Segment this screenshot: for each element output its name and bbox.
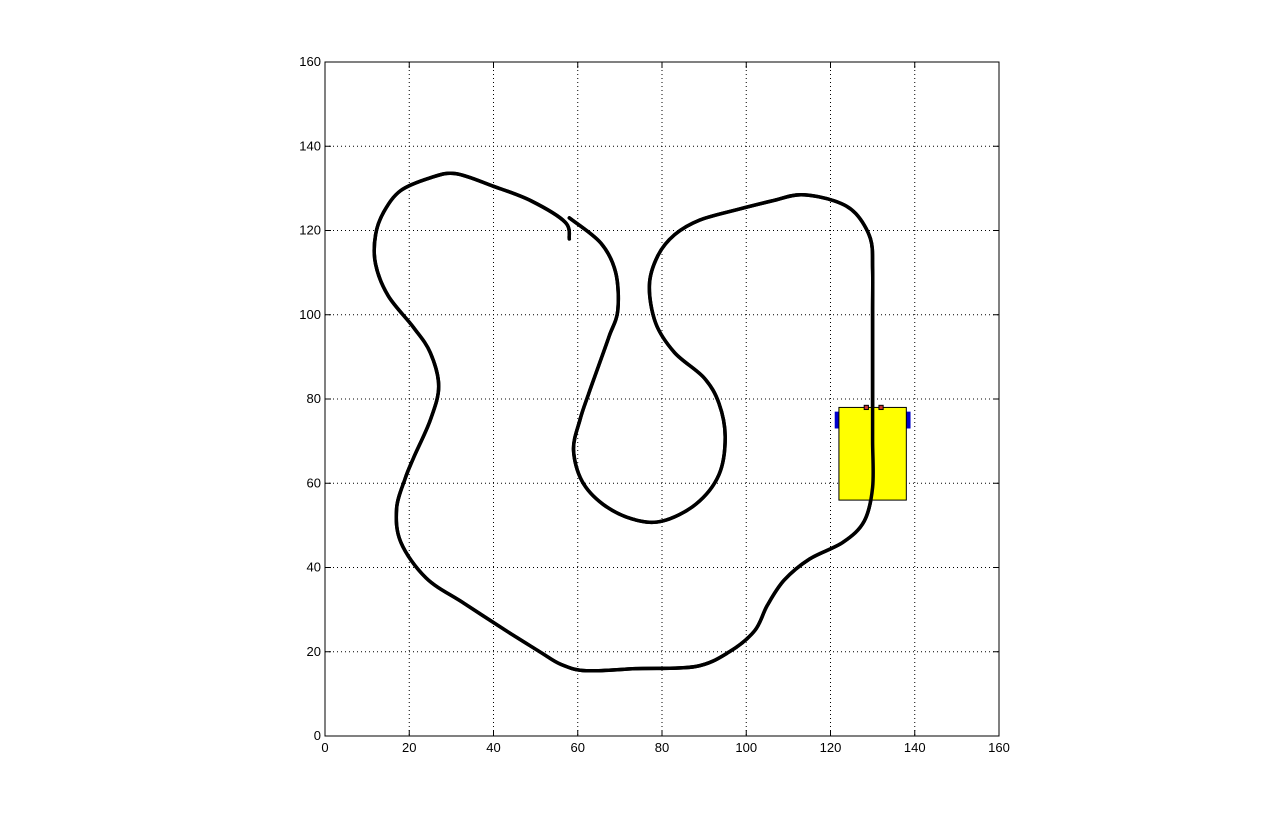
track-overlay-line-0: [372, 171, 875, 673]
vehicle-sensor-1: [878, 404, 884, 411]
vehicle-sensor-0: [863, 404, 869, 411]
y-tick-label-80: 80: [307, 391, 321, 406]
vehicle-wheel-0: [834, 411, 839, 429]
x-tick-label-120: 120: [820, 740, 842, 755]
grid: [325, 62, 999, 736]
x-tick-label-0: 0: [321, 740, 328, 755]
vehicle-wheel-1: [906, 411, 911, 429]
vehicle: [372, 171, 911, 673]
x-tick-label-60: 60: [571, 740, 585, 755]
y-tick-label-160: 160: [299, 54, 321, 69]
x-tick-label-160: 160: [988, 740, 1010, 755]
y-tick-label-100: 100: [299, 307, 321, 322]
x-tick-label-80: 80: [655, 740, 669, 755]
y-tick-label-0: 0: [314, 728, 321, 743]
y-tick-label-120: 120: [299, 223, 321, 238]
x-tick-label-100: 100: [735, 740, 757, 755]
x-tick-label-40: 40: [486, 740, 500, 755]
x-tick-label-20: 20: [402, 740, 416, 755]
axis-ticks: 0 20 40 60 80 100 120 140 160 0 20 40 60 80 100 120 140 1…: [299, 54, 1010, 755]
track-overlay: [372, 171, 875, 673]
y-tick-label-40: 40: [307, 560, 321, 575]
y-tick-label-140: 140: [299, 138, 321, 153]
y-tick-label-60: 60: [307, 475, 321, 490]
x-tick-label-140: 140: [904, 740, 926, 755]
y-tick-label-20: 20: [307, 644, 321, 659]
